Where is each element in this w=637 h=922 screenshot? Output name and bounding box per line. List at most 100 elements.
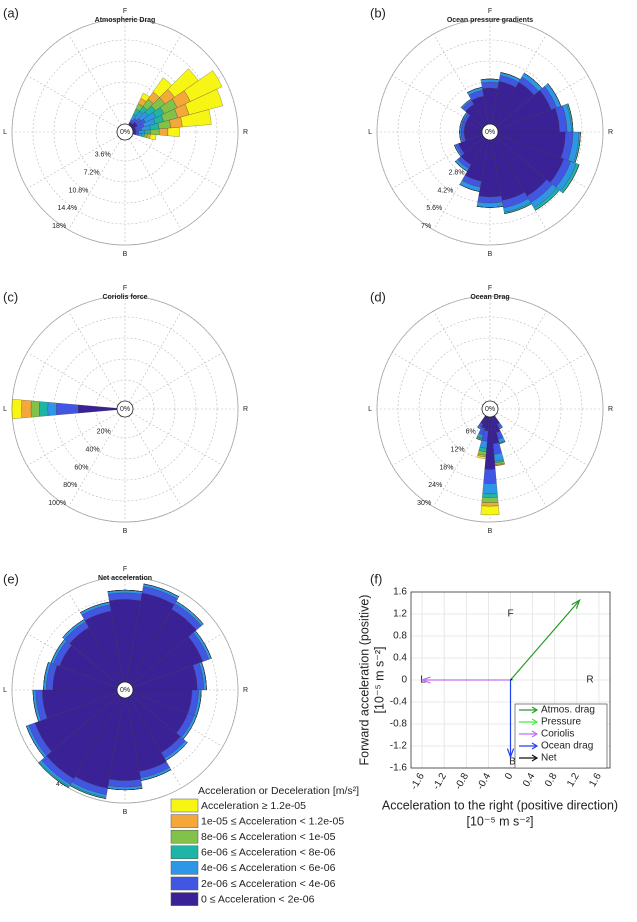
legend-label: Ocean drag bbox=[541, 741, 593, 752]
spoke bbox=[68, 33, 122, 126]
spoke bbox=[26, 135, 119, 189]
y-tick-label: 0.4 bbox=[393, 653, 407, 664]
rose-segment bbox=[480, 505, 500, 516]
rose-title: Ocean pressure gradients bbox=[447, 17, 533, 24]
direction-label: R bbox=[243, 129, 248, 136]
rose-segment bbox=[135, 130, 139, 134]
direction-label: F bbox=[488, 8, 492, 15]
x-tick-label: -0.8 bbox=[453, 771, 471, 792]
spoke bbox=[496, 412, 589, 466]
r-tick-label: 100% bbox=[48, 500, 66, 507]
direction-label: R bbox=[243, 406, 248, 413]
legend-title: Acceleration or Deceleration [m/s²] bbox=[198, 785, 359, 797]
y-tick-label: 1.2 bbox=[393, 609, 407, 620]
x-tick-label: -1.2 bbox=[431, 771, 449, 792]
r-tick-label: 7.2% bbox=[84, 170, 100, 177]
rose-segment bbox=[39, 401, 49, 417]
r-tick-label: 60% bbox=[74, 464, 88, 471]
center-hole bbox=[481, 123, 499, 141]
spoke bbox=[131, 135, 224, 189]
x-tick-label: 0 bbox=[503, 771, 516, 782]
legend-swatch bbox=[170, 892, 199, 906]
rose-segment bbox=[476, 438, 482, 441]
rose-segment bbox=[476, 455, 486, 459]
y-tick-label: -1.2 bbox=[390, 741, 408, 752]
x-axis-label: Acceleration to the right (positive dire… bbox=[382, 798, 618, 812]
direction-label: L bbox=[3, 129, 7, 136]
x-tick-label: -1.6 bbox=[409, 771, 427, 792]
y-tick-label: 0 bbox=[401, 675, 407, 686]
y-tick-label: -0.8 bbox=[390, 719, 408, 730]
spoke bbox=[391, 412, 484, 466]
ring bbox=[11, 18, 239, 246]
center-label: 0% bbox=[485, 129, 495, 136]
spoke bbox=[131, 352, 224, 406]
legend-box bbox=[514, 703, 608, 769]
legend-label: Coriolis bbox=[541, 729, 574, 740]
y-tick-label: -0.4 bbox=[390, 697, 408, 708]
x-tick-label: 0.8 bbox=[543, 771, 560, 789]
rose-segment bbox=[30, 400, 40, 418]
ring bbox=[439, 358, 541, 460]
spoke bbox=[26, 75, 119, 129]
direction-label: L bbox=[3, 687, 7, 694]
ring bbox=[11, 576, 239, 804]
spoke bbox=[496, 352, 589, 406]
r-tick-label: 80% bbox=[63, 482, 77, 489]
center-label: 0% bbox=[120, 129, 130, 136]
rose-segment bbox=[201, 662, 207, 691]
x-tick-label: 1.6 bbox=[587, 771, 604, 789]
rose-segment bbox=[481, 497, 499, 503]
legend-swatch bbox=[170, 829, 199, 844]
center-label: 0% bbox=[120, 687, 130, 694]
panel-label: (f) bbox=[370, 571, 382, 586]
r-tick-label: 4.2% bbox=[437, 187, 453, 194]
ring bbox=[32, 39, 218, 225]
r-tick-label: 2.8% bbox=[449, 170, 465, 177]
center-hole bbox=[116, 681, 134, 699]
y-axis-label: Forward acceleration (positive) bbox=[357, 595, 371, 766]
direction-label: F bbox=[123, 566, 127, 573]
center-hole bbox=[481, 400, 499, 418]
rose-segment bbox=[167, 127, 180, 137]
legend-swatch bbox=[170, 814, 199, 828]
rose-segment bbox=[482, 493, 498, 498]
r-tick-label: 5.6% bbox=[426, 205, 442, 212]
rose-segment bbox=[55, 402, 79, 416]
spoke bbox=[128, 415, 182, 508]
legend-swatch bbox=[170, 861, 199, 875]
r-tick-label: 3.6% bbox=[95, 152, 111, 159]
rose-title: Coriolis force bbox=[102, 294, 147, 301]
rose-segment bbox=[184, 89, 224, 115]
rose-segment bbox=[476, 206, 504, 208]
rose-segment bbox=[535, 190, 560, 211]
rose-segment bbox=[481, 502, 499, 507]
legend-label: 8e-06 ≤ Acceleration < 1e-05 bbox=[201, 831, 336, 843]
direction-label: B bbox=[509, 757, 516, 768]
direction-label: F bbox=[507, 609, 513, 620]
direction-label: F bbox=[123, 8, 127, 15]
center-label: 0% bbox=[120, 406, 130, 413]
y-tick-label: 1.6 bbox=[393, 587, 407, 598]
legend-label: 0 ≤ Acceleration < 2e-06 bbox=[201, 893, 315, 905]
direction-label: B bbox=[488, 528, 493, 535]
direction-label: F bbox=[123, 285, 127, 292]
rose-segment bbox=[38, 762, 69, 788]
spoke bbox=[26, 352, 119, 406]
panel-label: (d) bbox=[370, 289, 386, 304]
rose-segment bbox=[483, 469, 497, 484]
r-tick-label: 14.4% bbox=[57, 205, 77, 212]
rose-segment bbox=[47, 402, 57, 416]
rose-title: Net acceleration bbox=[98, 575, 152, 582]
legend-label: Net bbox=[541, 753, 557, 764]
legend-swatch-head bbox=[531, 730, 539, 738]
legend-label: Atmos. drag bbox=[541, 705, 595, 716]
legend-swatch bbox=[170, 798, 199, 813]
spoke bbox=[68, 138, 122, 231]
rose-segment bbox=[32, 689, 39, 722]
legend-swatch-head bbox=[531, 718, 539, 726]
direction-label: L bbox=[368, 406, 372, 413]
r-tick-label: 18% bbox=[439, 464, 453, 471]
x-axis-units: [10⁻⁵ m s⁻²] bbox=[467, 814, 534, 828]
